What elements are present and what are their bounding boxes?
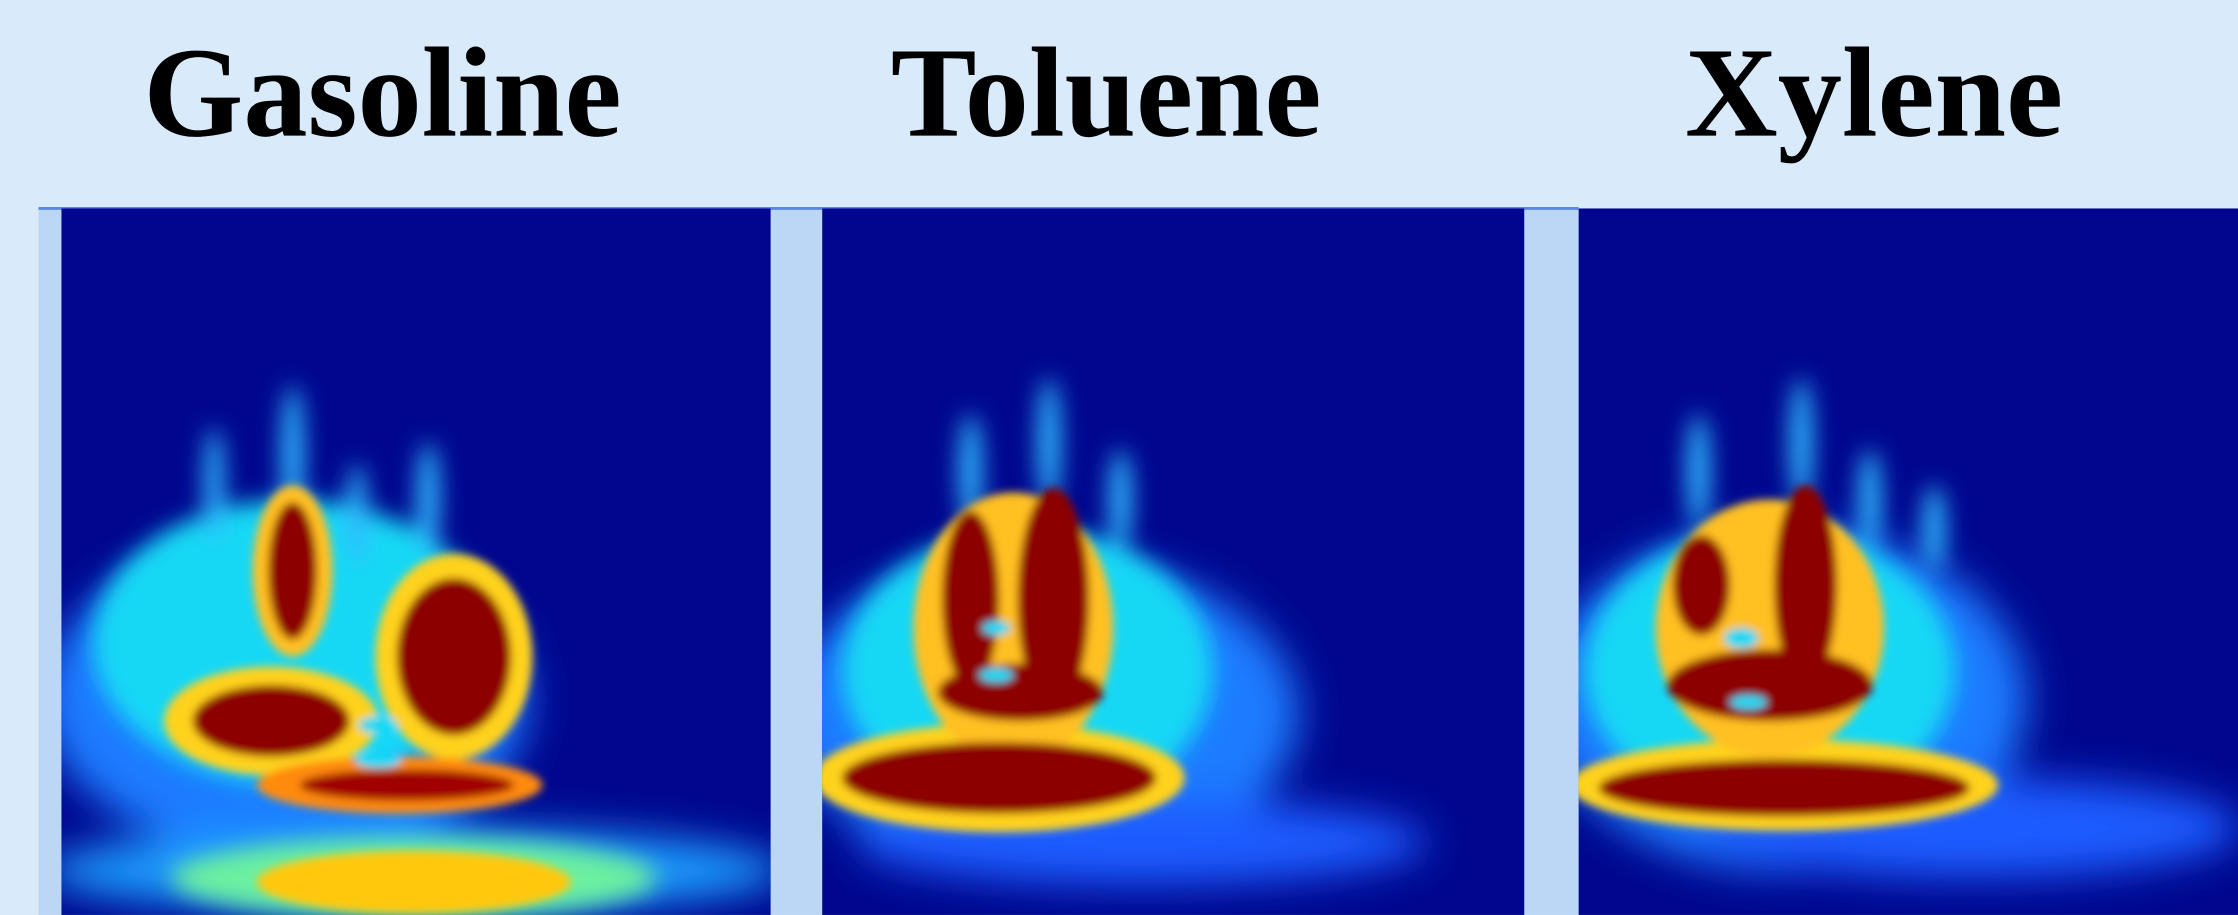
figure: Gasoline Toluene Xylene [0, 0, 2238, 915]
scalogram [1541, 208, 2238, 915]
scalogram [43, 208, 785, 915]
scalogram [785, 208, 1524, 915]
panel-title: Gasoline [143, 22, 621, 164]
panel-title: Toluene [891, 22, 1322, 164]
titles: Gasoline Toluene Xylene [143, 22, 2063, 164]
page: {"panels": [{"title": "Gasoline"}, {"tit… [0, 0, 2238, 915]
panel-title: Xylene [1685, 22, 2063, 164]
